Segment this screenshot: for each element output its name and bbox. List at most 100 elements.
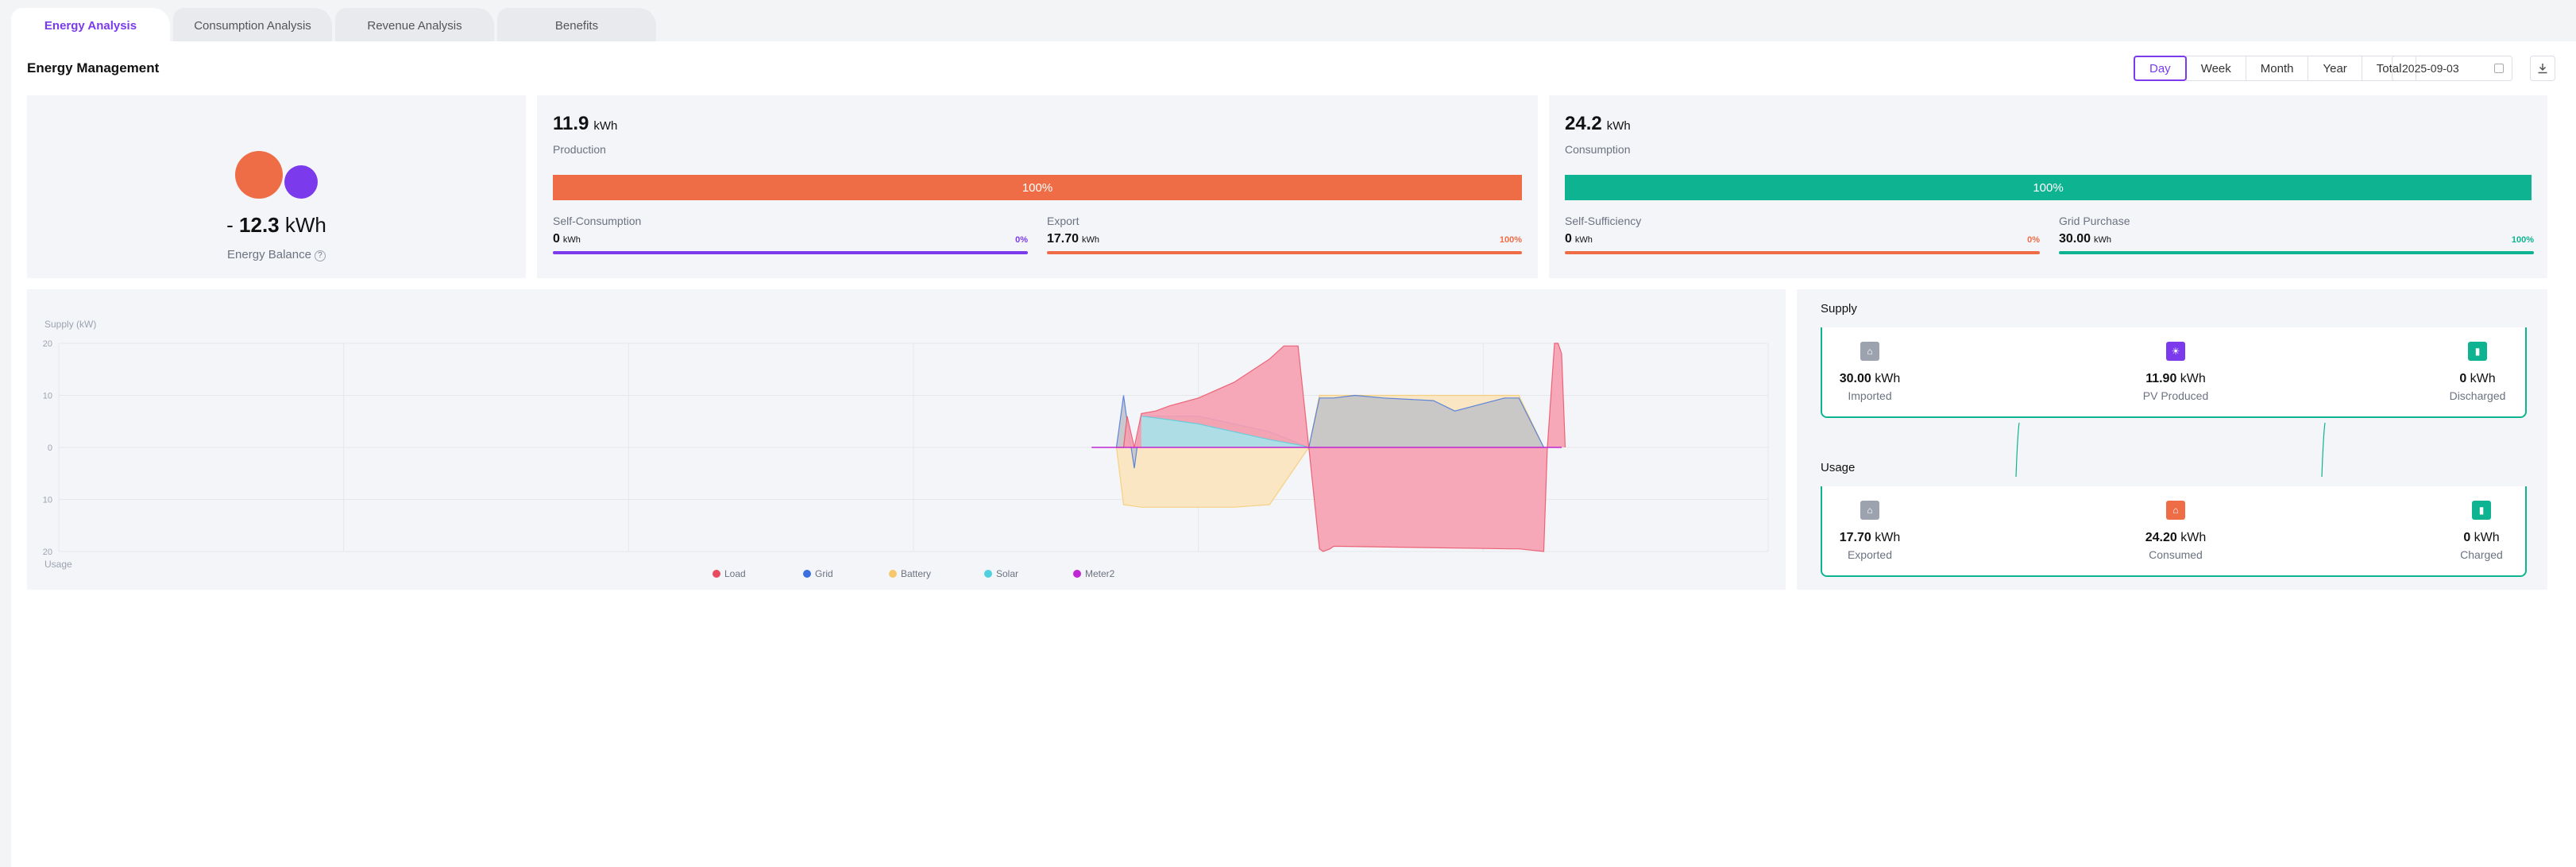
tab-consumption-analysis[interactable]: Consumption Analysis xyxy=(173,8,332,43)
export-unit: kWh xyxy=(1082,235,1100,245)
consumption-bar: 100% xyxy=(1565,175,2532,200)
legend-label-grid: Grid xyxy=(815,568,833,579)
balance-label-text: Energy Balance xyxy=(227,248,311,261)
pv-produced-label: PV Produced xyxy=(2142,389,2209,402)
calendar-icon xyxy=(2494,64,2504,73)
battery-icon: ▮ xyxy=(2472,501,2491,520)
self-consumption-value: 0 kWh xyxy=(553,232,1028,246)
production-value: 11.9 kWh xyxy=(553,113,617,135)
consumption-number: 24.2 xyxy=(1565,113,1602,134)
tab-benefits[interactable]: Benefits xyxy=(497,8,656,43)
consumed-value: 24.20 xyxy=(2145,531,2177,544)
usage-box: ⌂ 17.70 kWh Exported ⌂ 24.20 kWh Consume… xyxy=(1821,486,2527,577)
period-week-button[interactable]: Week xyxy=(2185,56,2246,81)
main-panel: Energy Management Day Week Month Year To… xyxy=(11,41,2576,867)
discharged-value: 0 xyxy=(2459,372,2467,385)
date-picker[interactable]: 2025-09-03 xyxy=(2392,56,2512,81)
grid-purchase-stat: Grid Purchase 30.00 kWh 100% xyxy=(2059,215,2534,254)
y-tick-label: 10 xyxy=(43,392,52,401)
production-unit: kWh xyxy=(593,119,618,133)
balance-unit: kWh xyxy=(284,213,326,237)
exported-unit: kWh xyxy=(1875,531,1901,544)
imported-unit: kWh xyxy=(1875,372,1901,385)
y-tick-label: 0 xyxy=(48,443,52,453)
period-day-button[interactable]: Day xyxy=(2134,56,2187,81)
series-battery-line xyxy=(1115,394,1545,508)
energy-balance-card: - 12.3 kWh Energy Balance? xyxy=(27,95,526,278)
tab-bar: Energy Analysis Consumption Analysis Rev… xyxy=(11,8,659,43)
self-sufficiency-line xyxy=(1565,251,2040,254)
date-value: 2025-09-03 xyxy=(2402,62,2459,75)
legend-label-load: Load xyxy=(724,568,746,579)
discharged-label: Discharged xyxy=(2449,389,2506,402)
consumed-label: Consumed xyxy=(2149,548,2203,561)
balance-number: 12.3 xyxy=(239,213,280,237)
energy-flow-chart-card: Supply (kW) Usage 20 10 0 10 20 Load Grid Batt… xyxy=(27,289,1786,590)
balance-label: Energy Balance? xyxy=(27,248,526,261)
y-tick-label: 20 xyxy=(43,339,52,349)
help-circle-icon[interactable]: ? xyxy=(314,250,326,261)
legend-marker-load xyxy=(713,570,720,578)
charged-value: 0 xyxy=(2463,531,2471,544)
grid-purchase-value: 30.00 kWh xyxy=(2059,232,2534,246)
flow-connectors xyxy=(2015,422,2326,478)
energy-flow-chart[interactable]: Supply (kW) Usage 20 10 0 10 20 Load Grid Batt… xyxy=(27,289,1786,590)
discharged-unit: kWh xyxy=(2470,372,2496,385)
production-circle xyxy=(235,151,283,199)
series-grid-line xyxy=(1115,394,1545,469)
y-axis-ticks: 20 10 0 10 20 xyxy=(43,339,52,557)
energy-flow-summary: Supply ⌂ 30.00 kWh Imported ☀ 11.90 kWh … xyxy=(1797,289,2547,590)
self-consumption-percent: 0% xyxy=(1015,235,1028,245)
supply-discharged: ▮ 0 kWh Discharged xyxy=(2438,342,2517,402)
export-label: Export xyxy=(1047,215,1079,227)
legend-marker-solar xyxy=(984,570,992,578)
grid-purchase-number: 30.00 xyxy=(2059,232,2091,246)
self-sufficiency-unit: kWh xyxy=(1574,235,1593,245)
production-number: 11.9 xyxy=(553,113,589,134)
period-selector: Day Week Month Year Total xyxy=(2134,56,2417,81)
page-title: Energy Management xyxy=(27,60,160,75)
legend-label-battery: Battery xyxy=(901,568,931,579)
self-sufficiency-label: Self-Sufficiency xyxy=(1565,215,1642,227)
balance-circles xyxy=(235,151,322,202)
supply-label: Supply xyxy=(1821,302,1857,315)
y-tick-label: 10 xyxy=(43,496,52,505)
tab-energy-analysis[interactable]: Energy Analysis xyxy=(11,8,170,43)
export-number: 17.70 xyxy=(1047,232,1079,246)
legend-marker-meter2 xyxy=(1073,570,1081,578)
consumption-card: 24.2 kWh Consumption 100% Self-Sufficienc… xyxy=(1549,95,2547,278)
production-bar: 100% xyxy=(553,175,1522,200)
exported-value: 17.70 xyxy=(1839,531,1871,544)
consumption-label: Consumption xyxy=(1565,143,1631,156)
production-card: 11.9 kWh Production 100% Self-Consumption… xyxy=(537,95,1538,278)
imported-label: Imported xyxy=(1848,389,1892,402)
grid-purchase-percent: 100% xyxy=(2511,235,2534,245)
y-axis-label-supply: Supply (kW) xyxy=(44,319,96,330)
solar-panel-icon: ☀ xyxy=(2166,342,2185,361)
series-grid-area xyxy=(1116,395,1544,469)
legend-marker-battery xyxy=(889,570,897,578)
download-button[interactable] xyxy=(2530,56,2555,81)
grid-purchase-label: Grid Purchase xyxy=(2059,215,2130,227)
consumed-unit: kWh xyxy=(2180,531,2207,544)
consumption-circle xyxy=(284,165,318,199)
usage-consumed: ⌂ 24.20 kWh Consumed xyxy=(2128,501,2223,561)
self-sufficiency-stat: Self-Sufficiency 0 kWh 0% xyxy=(1565,215,2040,254)
grid-purchase-unit: kWh xyxy=(2094,235,2112,245)
period-total-button[interactable]: Total xyxy=(2361,56,2417,81)
export-line xyxy=(1047,251,1522,254)
period-month-button[interactable]: Month xyxy=(2245,56,2309,81)
charged-unit: kWh xyxy=(2474,531,2500,544)
supply-pv-produced: ☀ 11.90 kWh PV Produced xyxy=(2120,342,2231,402)
charged-label: Charged xyxy=(2460,548,2503,561)
usage-charged: ▮ 0 kWh Charged xyxy=(2446,501,2517,561)
self-consumption-number: 0 xyxy=(553,232,560,246)
exported-label: Exported xyxy=(1847,548,1893,561)
period-year-button[interactable]: Year xyxy=(2308,56,2362,81)
chart-legend: Load Grid Battery Solar Meter2 xyxy=(713,568,1115,579)
legend-label-solar: Solar xyxy=(996,568,1018,579)
series-solar-area xyxy=(1141,416,1320,447)
tab-revenue-analysis[interactable]: Revenue Analysis xyxy=(335,8,494,43)
production-label: Production xyxy=(553,143,606,156)
pv-produced-value: 11.90 xyxy=(2145,372,2177,385)
